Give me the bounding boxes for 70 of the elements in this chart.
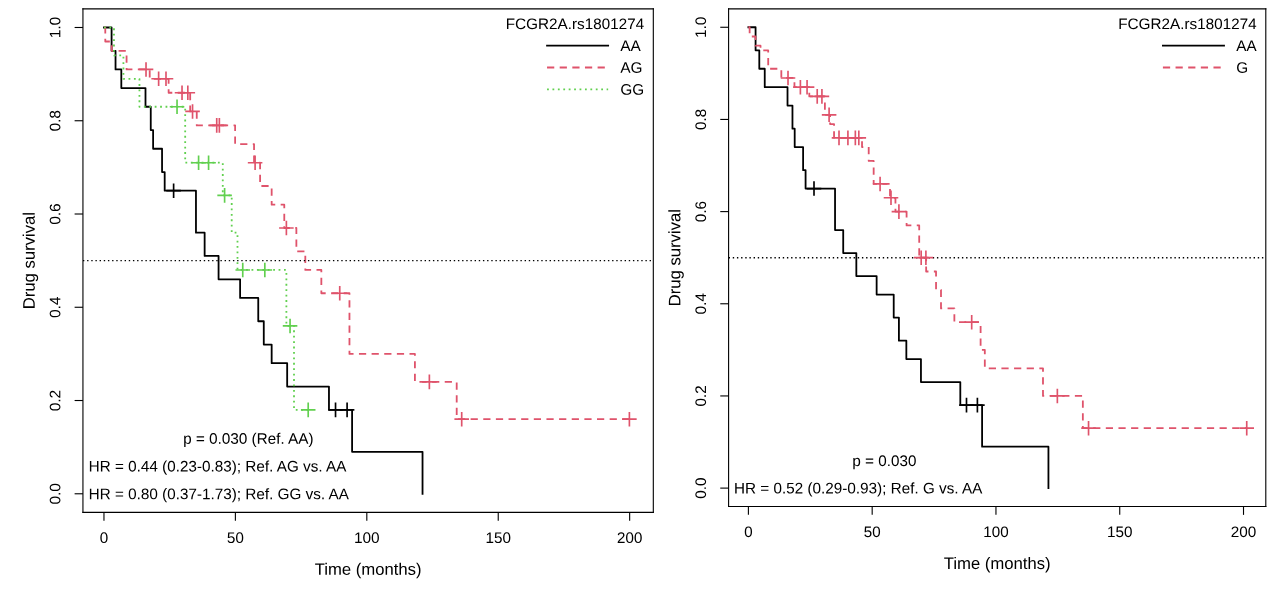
x-tick-label: 50 — [227, 532, 244, 544]
point — [779, 69, 797, 87]
annotation: HR = 0.80 (0.37-1.73); Ref. GG vs. AA — [89, 488, 349, 503]
point — [331, 285, 348, 302]
point — [300, 401, 317, 418]
point — [165, 182, 182, 199]
x-tick-label: 0 — [744, 526, 753, 538]
y-tick-label: 0.2 — [695, 386, 707, 406]
point — [281, 317, 299, 335]
legend-label: G — [1237, 62, 1247, 73]
point — [813, 88, 831, 105]
point — [1238, 420, 1255, 437]
point — [621, 411, 638, 428]
point — [216, 187, 233, 204]
x-tick-label: 150 — [1108, 526, 1132, 538]
y-tick-label: 0.4 — [49, 297, 61, 318]
x-tick-label: 100 — [984, 526, 1009, 538]
annotation: HR = 0.52 (0.29-0.93); Ref. G vs. AA — [735, 482, 983, 497]
y-axis-title: Drug survival — [668, 210, 684, 305]
point — [882, 189, 900, 206]
point — [871, 175, 889, 193]
annotation: p = 0.030 (Ref. AA) — [184, 432, 313, 447]
point — [179, 84, 196, 101]
point — [200, 154, 217, 171]
point — [246, 154, 264, 171]
point — [168, 98, 186, 115]
point — [820, 106, 838, 123]
y-tick-label: 0.4 — [695, 293, 707, 314]
point — [805, 180, 823, 197]
x-axis-title: Time (months) — [944, 556, 1050, 573]
point — [963, 314, 980, 331]
point — [278, 219, 295, 237]
point — [890, 203, 908, 220]
y-tick-label: 1.0 — [695, 17, 707, 37]
point — [256, 261, 273, 279]
y-tick-label: 0.0 — [695, 478, 707, 499]
x-tick-label: 200 — [1231, 526, 1256, 538]
y-tick-label: 0.6 — [695, 201, 707, 222]
x-tick-label: 0 — [100, 532, 108, 544]
x-tick-label: 150 — [486, 532, 511, 544]
x-tick-label: 100 — [355, 532, 379, 544]
legend-title: FCGR2A.rs1801274 — [506, 18, 644, 30]
annotation: p = 0.030 — [853, 455, 916, 470]
point — [1049, 387, 1066, 405]
x-tick-label: 50 — [864, 526, 881, 538]
point — [1080, 420, 1097, 437]
point — [137, 61, 155, 78]
x-tick-label: 200 — [617, 532, 642, 544]
y-tick-label: 0.6 — [49, 204, 61, 225]
point — [184, 103, 201, 120]
y-axis-title: Drug survival — [22, 213, 39, 308]
x-axis-title: Time (months) — [315, 562, 421, 579]
legend-label: GG — [621, 84, 643, 95]
y-tick-label: 1.0 — [49, 17, 61, 37]
y-tick-label: 0.8 — [49, 110, 61, 131]
point — [453, 411, 470, 428]
legend-label: AG — [620, 62, 642, 73]
y-tick-label: 0.8 — [695, 109, 707, 130]
point — [157, 70, 175, 87]
legend-title: FCGR2A.rs1801274 — [1119, 18, 1257, 30]
point — [917, 249, 935, 266]
legend-label: AA — [620, 40, 641, 51]
legend-label: AA — [1236, 40, 1257, 51]
y-tick-label: 0.2 — [49, 390, 61, 411]
annotation: HR = 0.44 (0.23-0.83); Ref. AG vs. AA — [89, 460, 347, 475]
y-tick-label: 0.0 — [49, 483, 61, 504]
point — [969, 397, 986, 414]
point — [234, 261, 251, 279]
point — [421, 373, 438, 390]
point — [338, 401, 356, 418]
